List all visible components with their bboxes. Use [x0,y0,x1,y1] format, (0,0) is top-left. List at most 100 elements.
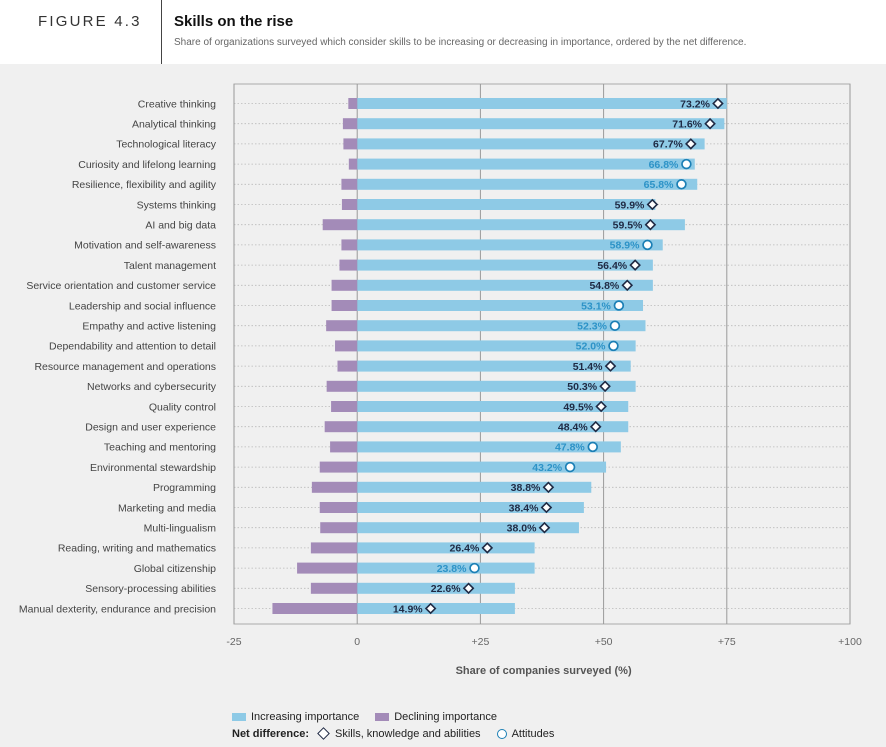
increasing-bar [357,158,695,170]
net-value-label: 49.5% [563,401,593,413]
increasing-bar [357,118,725,130]
category-label: Curiosity and lifelong learning [78,159,216,171]
declining-bar [310,542,358,554]
category-label: Resilience, flexibility and agility [72,179,217,191]
declining-bar [348,158,358,170]
legend-increasing-label: Increasing importance [251,710,360,723]
category-label: Networks and cybersecurity [87,381,217,393]
declining-bar [331,279,358,291]
category-label: Resource management and operations [34,361,216,373]
category-label: Environmental stewardship [90,462,216,474]
chart-title: Skills on the rise [174,13,294,30]
legend-item-increasing: Increasing importance [232,711,359,723]
skill-diamond-marker [540,501,553,514]
declining-bar [311,481,358,493]
declining-bar [335,340,358,352]
declining-bar [330,441,358,453]
declining-bar [324,421,358,433]
increasing-bar [357,360,631,372]
attitude-circle-marker [587,441,599,453]
skill-diamond-marker [704,117,716,130]
increasing-bar [357,502,584,513]
increasing-bar [357,300,644,311]
legend-row-net: Net difference: Skills, knowledge and ab… [232,725,570,742]
net-value-label: 51.4% [573,361,603,373]
category-label: Leadership and social influence [69,300,216,312]
net-value-label: 59.9% [615,199,645,211]
net-value-label: 26.4% [450,543,480,555]
declining-bar [319,461,358,473]
category-label: Dependability and attention to detail [49,341,216,353]
x-tick-label: +100 [838,636,862,648]
category-label: Technological literacy [116,139,217,151]
attitude-circle-marker [642,239,653,251]
net-value-label: 38.4% [509,502,539,514]
legend-skills-label: Skills, knowledge and abilities [335,727,481,740]
increasing-bar [357,199,656,210]
category-label: Analytical thinking [132,119,216,131]
declining-bar [348,98,358,109]
x-tick-label: +25 [471,636,489,648]
x-tick-label: +75 [718,636,736,648]
increasing-bar [357,259,653,271]
attitude-circle-marker [608,340,619,352]
net-value-label: 73.2% [680,98,710,110]
net-value-label: 59.5% [613,220,643,232]
category-label: Empathy and active listening [82,321,216,333]
net-value-label: 22.6% [431,583,461,595]
category-label: Creative thinking [138,98,216,110]
legend-row-importance: Increasing importance Declining importan… [232,708,570,725]
skill-diamond-marker [542,481,555,494]
declining-bar [339,259,358,271]
bar-chart: -25 0 +25 +50 +75 +100 Creative thinking 73.2% A… [19,83,862,677]
net-value-label: 52.0% [576,341,606,353]
increasing-bar [357,441,621,453]
legend-item-attitudes: Attitudes [496,727,555,740]
legend-declining-label: Declining importance [394,710,497,723]
category-label: Service orientation and customer service [26,280,216,292]
chart-subtitle: Share of organizations surveyed which co… [174,37,747,48]
net-value-label: 48.4% [558,422,588,434]
increasing-swatch [232,712,246,721]
increasing-bar [357,421,629,433]
declining-bar [337,360,358,372]
diamond-icon [317,727,330,740]
net-value-label: 58.9% [610,240,640,252]
attitude-circle-marker [609,320,621,331]
skill-diamond-marker [712,97,724,110]
declining-bar [322,219,358,231]
skill-diamond-marker [424,602,437,615]
increasing-bar [357,219,685,231]
net-value-label: 65.8% [644,179,674,191]
skill-diamond-marker [629,259,641,271]
skill-diamond-marker [646,198,659,211]
category-label: Multi-lingualism [144,523,217,535]
increasing-bar [357,582,515,594]
increasing-bar [357,401,629,412]
increasing-bar [357,481,592,493]
increasing-bar [357,98,727,109]
figure-header: FIGURE 4.3 Skills on the rise Share of o… [0,0,886,64]
legend-attitudes-label: Attitudes [511,727,555,740]
figure-label: FIGURE 4.3 [38,13,142,30]
category-label: Teaching and mentoring [104,442,216,454]
category-label: Global citizenship [134,563,216,575]
net-value-label: 50.3% [567,381,597,393]
category-label: Design and user experience [85,422,216,434]
increasing-bar [357,138,705,150]
declining-bar [319,502,358,513]
category-label: Manual dexterity, endurance and precisio… [19,603,216,615]
legend-net-title: Net difference: [232,727,310,740]
skill-diamond-marker [595,400,607,413]
net-value-label: 23.8% [437,563,467,575]
net-value-label: 54.8% [589,280,619,292]
declining-bar [320,522,358,534]
category-label: Sensory-processing abilities [85,583,216,595]
net-value-label: 43.2% [532,462,562,474]
increasing-bar [357,340,636,352]
skill-diamond-marker [685,138,697,150]
increasing-bar [357,562,535,574]
legend-item-declining: Declining importance [375,711,497,723]
x-tick-label: 0 [354,636,360,648]
attitude-circle-marker [613,300,625,311]
